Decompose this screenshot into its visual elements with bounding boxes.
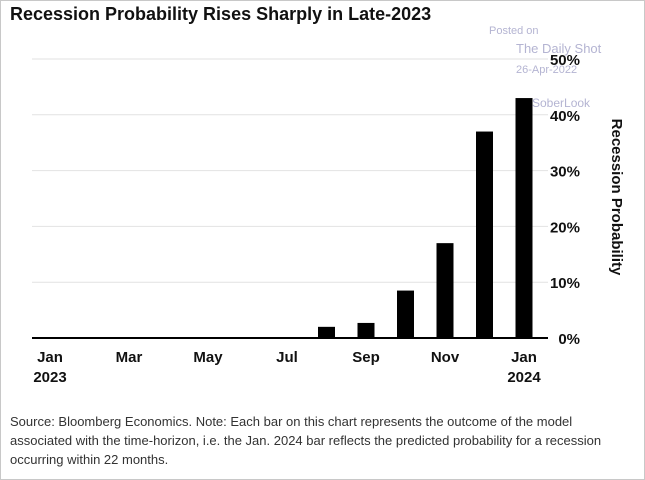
watermark-posted: Posted on: [489, 25, 539, 37]
watermark-date: 26-Apr-2022: [516, 64, 578, 76]
x-tick-labels: Jan 2023 Mar May Jul Sep Nov Jan 2024: [33, 349, 541, 386]
bars: [318, 98, 533, 338]
y-tick-label: 10%: [550, 275, 580, 292]
x-tick-label: Jan: [511, 349, 537, 366]
x-tick-label: Jan: [37, 349, 63, 366]
x-tick-label-year: 2023: [33, 369, 66, 386]
x-tick-label-year: 2024: [507, 369, 541, 386]
gridlines: [32, 58, 548, 339]
x-tick-label: May: [193, 349, 223, 366]
x-tick-label: Jul: [276, 349, 298, 366]
x-tick-label: Nov: [431, 349, 460, 366]
y-tick-label: 30%: [550, 164, 580, 181]
y-tick-label: 20%: [550, 219, 580, 236]
y-axis-label: Recession Probability: [608, 119, 625, 276]
bar-nov-2023: [436, 243, 454, 338]
watermark-handle: SoberLook: [532, 96, 591, 110]
bar-dec-2023: [476, 131, 493, 338]
y-tick-labels: 0% 10% 20% 30% 40% 50%: [550, 52, 580, 348]
y-tick-label: 40%: [550, 108, 580, 125]
chart-title: Recession Probability Rises Sharply in L…: [10, 4, 432, 24]
x-tick-label: Mar: [116, 349, 143, 366]
bar-jan-2024: [515, 98, 533, 338]
y-tick-label: 50%: [550, 52, 580, 69]
bar-sep-2023: [357, 322, 375, 338]
bar-oct-2023: [397, 290, 414, 338]
bar-aug-2023: [318, 326, 335, 338]
x-tick-label: Sep: [352, 349, 380, 366]
watermark-source: The Daily Shot: [516, 41, 602, 56]
source-note: Source: Bloomberg Economics. Note: Each …: [10, 414, 602, 467]
y-tick-label: 0%: [558, 331, 580, 348]
